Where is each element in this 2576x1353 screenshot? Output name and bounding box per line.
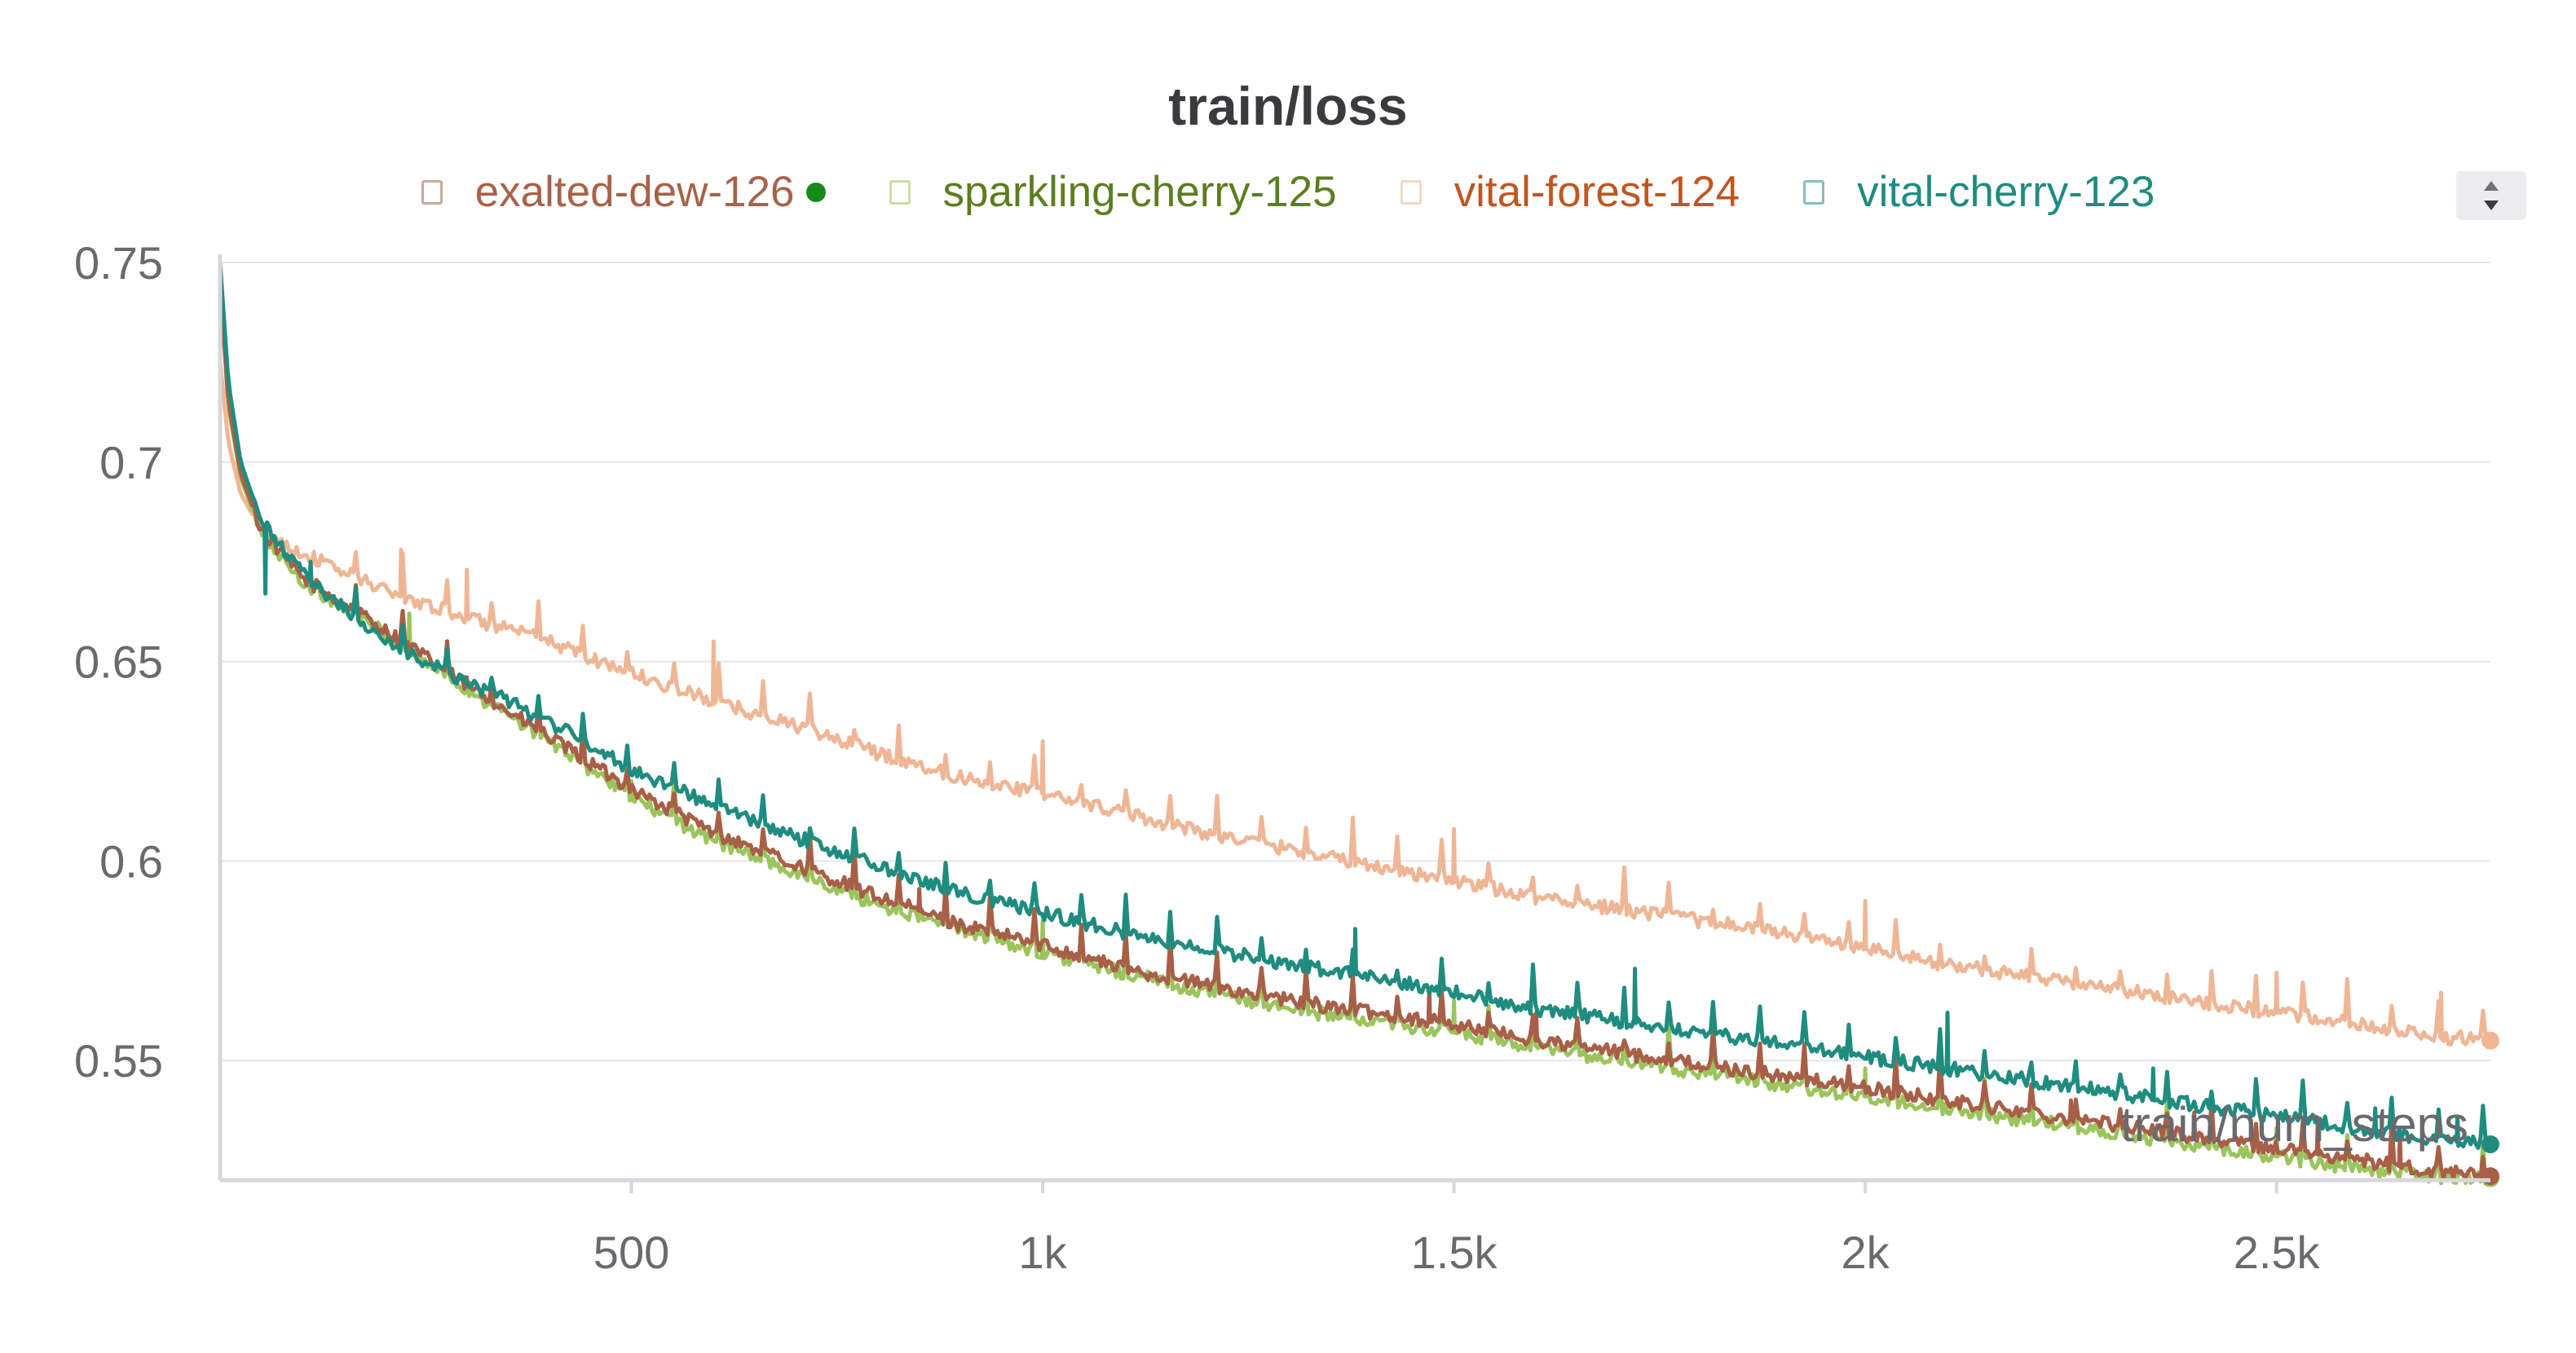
legend-checkbox[interactable] xyxy=(1400,179,1422,205)
series-line-exalted-dew-126 xyxy=(218,282,2493,1182)
x-tick-label: 500 xyxy=(593,1227,669,1278)
x-tick-label: 1.5k xyxy=(1411,1227,1498,1278)
legend-checkbox[interactable] xyxy=(889,179,911,205)
legend-item-vital-cherry-123[interactable]: vital-cherry-123 xyxy=(1803,167,2155,217)
y-tick-label: 0.7 xyxy=(99,437,163,488)
series-end-point xyxy=(2481,1135,2499,1153)
legend-checkbox[interactable] xyxy=(421,179,443,205)
legend-item-exalted-dew-126[interactable]: exalted-dew-126 xyxy=(421,167,826,217)
y-tick-label: 0.6 xyxy=(99,835,163,887)
legend-label: vital-cherry-123 xyxy=(1857,168,2155,216)
y-tick-label: 0.55 xyxy=(74,1035,163,1086)
x-axis-label: train/num_steps xyxy=(2120,1097,2468,1152)
series-end-point xyxy=(2481,1167,2499,1186)
legend-item-sparkling-cherry-125[interactable]: sparkling-cherry-125 xyxy=(889,167,1337,217)
sort-arrows-icon xyxy=(2484,181,2499,210)
series-end-point xyxy=(2481,1031,2499,1050)
x-tick-label: 2.5k xyxy=(2234,1227,2321,1278)
legend-scroll-control[interactable] xyxy=(2456,171,2526,220)
legend-label: vital-forest-124 xyxy=(1453,168,1740,216)
legend: exalted-dew-126 sparkling-cherry-125 vit… xyxy=(0,167,2576,217)
series-line-vital-forest-124 xyxy=(218,362,2492,1047)
x-tick-label: 2k xyxy=(1842,1227,1890,1278)
legend-checkbox[interactable] xyxy=(1803,179,1825,205)
legend-label: exalted-dew-126 xyxy=(474,168,795,216)
legend-item-vital-forest-124[interactable]: vital-forest-124 xyxy=(1400,167,1740,217)
chart-title: train/loss xyxy=(1168,76,1408,136)
series-line-vital-cherry-123 xyxy=(218,262,2493,1153)
y-tick-label: 0.75 xyxy=(74,237,163,289)
x-tick-label: 1k xyxy=(1018,1227,1067,1278)
legend-label: sparkling-cherry-125 xyxy=(942,168,1337,216)
y-tick-label: 0.65 xyxy=(74,637,163,688)
active-run-dot-icon xyxy=(805,182,826,202)
